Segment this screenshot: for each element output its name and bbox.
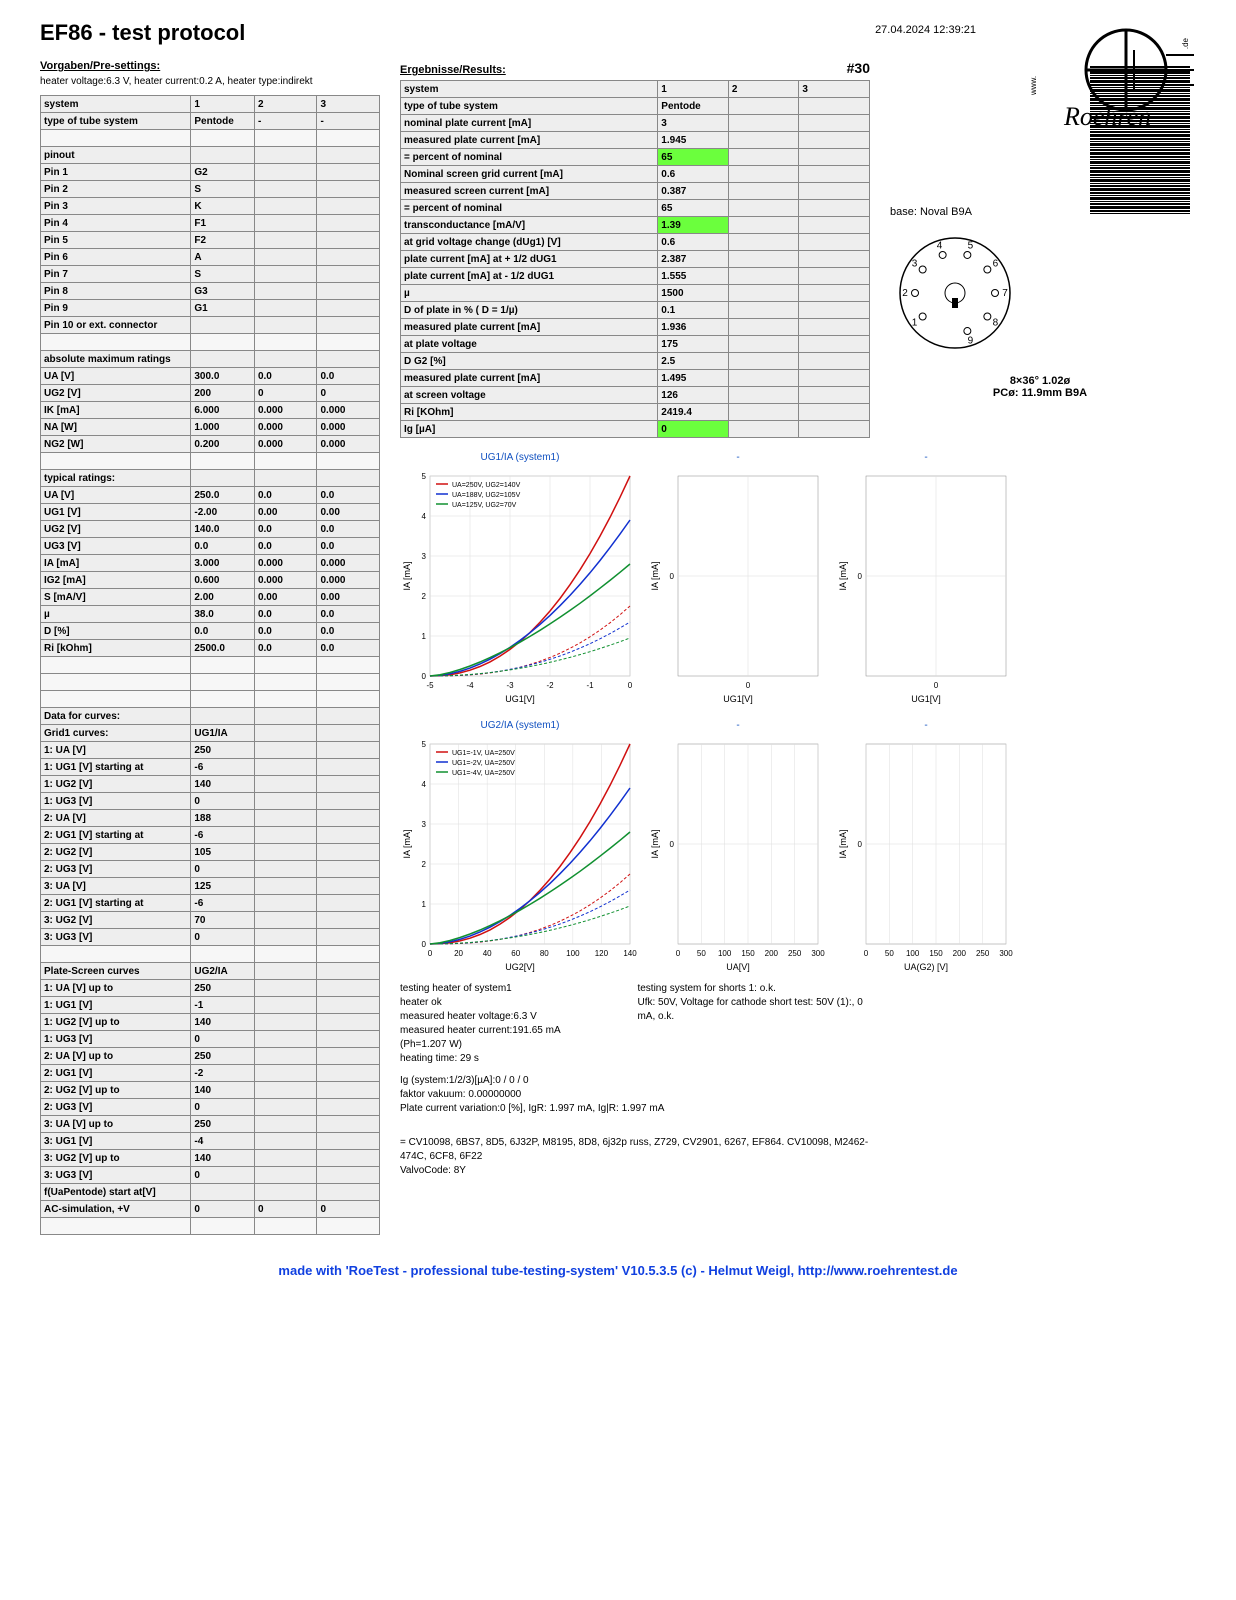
svg-text:UG2[V]: UG2[V] bbox=[505, 962, 535, 972]
svg-text:0: 0 bbox=[746, 681, 751, 690]
svg-text:100: 100 bbox=[718, 949, 732, 958]
results-heading: Ergebnisse/Results: bbox=[400, 64, 506, 76]
heater-sub: heater voltage:6.3 V, heater current:0.2… bbox=[40, 76, 380, 87]
svg-text:1: 1 bbox=[422, 632, 427, 641]
svg-text:1: 1 bbox=[422, 900, 427, 909]
svg-text:0: 0 bbox=[864, 949, 869, 958]
svg-text:7: 7 bbox=[1002, 288, 1008, 299]
svg-text:200: 200 bbox=[765, 949, 779, 958]
svg-text:0: 0 bbox=[676, 949, 681, 958]
svg-text:0: 0 bbox=[670, 572, 675, 581]
svg-text:0: 0 bbox=[428, 949, 433, 958]
svg-text:4: 4 bbox=[422, 512, 427, 521]
svg-text:-: - bbox=[736, 720, 739, 731]
svg-text:UG1[V]: UG1[V] bbox=[911, 694, 941, 704]
svg-text:UA[V]: UA[V] bbox=[726, 962, 750, 972]
svg-text:4: 4 bbox=[937, 240, 943, 251]
datetime: 27.04.2024 12:39:21 bbox=[875, 24, 976, 36]
svg-text:0: 0 bbox=[670, 840, 675, 849]
svg-text:0: 0 bbox=[628, 681, 633, 690]
svg-text:0: 0 bbox=[858, 572, 863, 581]
svg-text:40: 40 bbox=[483, 949, 492, 958]
svg-text:UA=250V, UG2=140V: UA=250V, UG2=140V bbox=[452, 482, 521, 489]
svg-text:IA [mA]: IA [mA] bbox=[838, 561, 848, 590]
svg-text:UG1=-1V, UA=250V: UG1=-1V, UA=250V bbox=[452, 750, 515, 757]
svg-text:3: 3 bbox=[422, 552, 427, 561]
svg-text:200: 200 bbox=[953, 949, 967, 958]
svg-text:.de: .de bbox=[1181, 37, 1190, 49]
svg-text:-3: -3 bbox=[506, 681, 514, 690]
pin-diagram: 1 2 3 4 5 6 7 8 9 bbox=[890, 228, 1020, 358]
svg-text:3: 3 bbox=[422, 820, 427, 829]
svg-text:8: 8 bbox=[993, 317, 999, 328]
svg-text:5: 5 bbox=[968, 240, 974, 251]
svg-text:120: 120 bbox=[595, 949, 609, 958]
svg-text:2: 2 bbox=[422, 860, 427, 869]
svg-text:UG1[V]: UG1[V] bbox=[723, 694, 753, 704]
svg-text:50: 50 bbox=[885, 949, 894, 958]
svg-text:3: 3 bbox=[912, 259, 918, 270]
svg-text:0: 0 bbox=[934, 681, 939, 690]
svg-text:-4: -4 bbox=[466, 681, 474, 690]
svg-text:UG2/IA (system1): UG2/IA (system1) bbox=[481, 720, 560, 731]
svg-text:20: 20 bbox=[454, 949, 463, 958]
svg-text:5: 5 bbox=[422, 472, 427, 481]
tube-number: #30 bbox=[847, 60, 870, 76]
svg-text:0: 0 bbox=[858, 840, 863, 849]
svg-text:IA [mA]: IA [mA] bbox=[650, 561, 660, 590]
svg-text:-: - bbox=[924, 720, 927, 731]
svg-text:0: 0 bbox=[422, 940, 427, 949]
svg-text:IA [mA]: IA [mA] bbox=[402, 561, 412, 590]
svg-text:300: 300 bbox=[999, 949, 1013, 958]
svg-text:UG1[V]: UG1[V] bbox=[505, 694, 535, 704]
svg-text:IA [mA]: IA [mA] bbox=[402, 829, 412, 858]
svg-text:-: - bbox=[736, 452, 739, 463]
svg-text:UG1=-2V, UA=250V: UG1=-2V, UA=250V bbox=[452, 760, 515, 767]
notes-left: testing heater of system1heater okmeasur… bbox=[400, 982, 597, 1066]
svg-text:IA [mA]: IA [mA] bbox=[650, 829, 660, 858]
svg-text:9: 9 bbox=[968, 336, 974, 347]
svg-text:100: 100 bbox=[566, 949, 580, 958]
svg-text:UG1=-4V, UA=250V: UG1=-4V, UA=250V bbox=[452, 770, 515, 777]
svg-text:6: 6 bbox=[993, 259, 999, 270]
svg-text:100: 100 bbox=[906, 949, 920, 958]
svg-text:-: - bbox=[924, 452, 927, 463]
presettings-table: system123type of tube systemPentode--pin… bbox=[40, 95, 380, 1235]
svg-text:-2: -2 bbox=[546, 681, 554, 690]
pin-spec: 8×36° 1.02øPCø: 11.9mm B9A bbox=[890, 375, 1190, 399]
svg-text:5: 5 bbox=[422, 740, 427, 749]
svg-text:150: 150 bbox=[741, 949, 755, 958]
svg-text:300: 300 bbox=[811, 949, 825, 958]
footer: made with 'RoeTest - professional tube-t… bbox=[40, 1263, 1196, 1278]
svg-text:UA=125V, UG2=70V: UA=125V, UG2=70V bbox=[452, 502, 517, 509]
svg-text:140: 140 bbox=[623, 949, 637, 958]
equivalents: = CV10098, 6BS7, 8D5, 6J32P, M8195, 8D8,… bbox=[400, 1136, 870, 1178]
svg-text:www.: www. bbox=[1029, 76, 1038, 96]
notes-right: testing system for shorts 1: o.k.Ufk: 50… bbox=[637, 982, 870, 1066]
svg-text:Roehren: Roehren bbox=[1063, 102, 1151, 130]
svg-text:60: 60 bbox=[511, 949, 520, 958]
logo: .de www. Roehren bbox=[1026, 20, 1196, 130]
svg-text:UA=188V, UG2=105V: UA=188V, UG2=105V bbox=[452, 492, 521, 499]
base-label: base: Noval B9A bbox=[890, 206, 1190, 218]
svg-text:-1: -1 bbox=[586, 681, 594, 690]
svg-text:1: 1 bbox=[912, 317, 918, 328]
results-table: system123type of tube systemPentodenomin… bbox=[400, 80, 870, 438]
svg-text:0: 0 bbox=[422, 672, 427, 681]
svg-text:80: 80 bbox=[540, 949, 549, 958]
svg-text:UA(G2) [V]: UA(G2) [V] bbox=[904, 962, 948, 972]
svg-text:IA [mA]: IA [mA] bbox=[838, 829, 848, 858]
svg-text:250: 250 bbox=[976, 949, 990, 958]
svg-text:-5: -5 bbox=[426, 681, 434, 690]
page-title: EF86 - test protocol bbox=[40, 20, 245, 46]
svg-text:UG1/IA (system1): UG1/IA (system1) bbox=[481, 452, 560, 463]
svg-text:250: 250 bbox=[788, 949, 802, 958]
svg-text:50: 50 bbox=[697, 949, 706, 958]
svg-text:2: 2 bbox=[422, 592, 427, 601]
notes-bottom: Ig (system:1/2/3)[µA]:0 / 0 / 0faktor va… bbox=[400, 1074, 870, 1116]
svg-text:150: 150 bbox=[929, 949, 943, 958]
svg-text:4: 4 bbox=[422, 780, 427, 789]
svg-text:2: 2 bbox=[902, 288, 908, 299]
presettings-heading: Vorgaben/Pre-settings: bbox=[40, 60, 380, 72]
